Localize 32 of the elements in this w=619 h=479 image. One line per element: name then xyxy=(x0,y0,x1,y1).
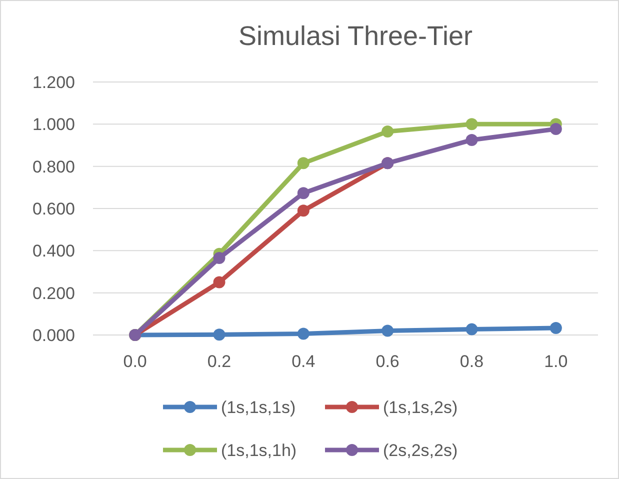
x-tick-label: 0.6 xyxy=(376,352,400,371)
x-tick-label: 0.4 xyxy=(292,352,316,371)
point xyxy=(297,328,310,340)
point xyxy=(213,328,226,341)
y-tick-label: 0.200 xyxy=(32,284,75,303)
point xyxy=(466,118,478,130)
legend-label: (1s,1s,1s) xyxy=(221,398,296,417)
point xyxy=(213,252,226,264)
legend-label: (2s,2s,2s) xyxy=(383,440,458,460)
point xyxy=(297,157,310,170)
point xyxy=(550,322,562,334)
point xyxy=(466,323,478,336)
point xyxy=(466,134,478,146)
point xyxy=(550,123,562,136)
y-tick-label: 0.400 xyxy=(32,242,75,261)
y-tick-label: 1.000 xyxy=(32,115,75,134)
y-tick-label: 0.000 xyxy=(32,326,75,345)
y-tick-label: 0.800 xyxy=(32,157,75,176)
x-tick-label: 0.2 xyxy=(207,352,232,371)
y-tick-label: 0.600 xyxy=(32,199,75,218)
point xyxy=(382,126,394,138)
x-tick-label: 0.0 xyxy=(123,352,147,371)
point xyxy=(297,187,310,200)
x-tick-label: 0.8 xyxy=(460,352,484,371)
legend-label: (1s,1s,1h) xyxy=(221,440,297,460)
chart-title: Simulasi Three-Tier xyxy=(238,21,473,51)
point xyxy=(297,204,310,217)
point xyxy=(213,276,226,288)
x-tick-label: 1.0 xyxy=(544,352,568,371)
point xyxy=(382,324,394,337)
y-tick-label: 1.200 xyxy=(32,72,75,92)
legend-label: (1s,1s,2s) xyxy=(383,398,458,417)
